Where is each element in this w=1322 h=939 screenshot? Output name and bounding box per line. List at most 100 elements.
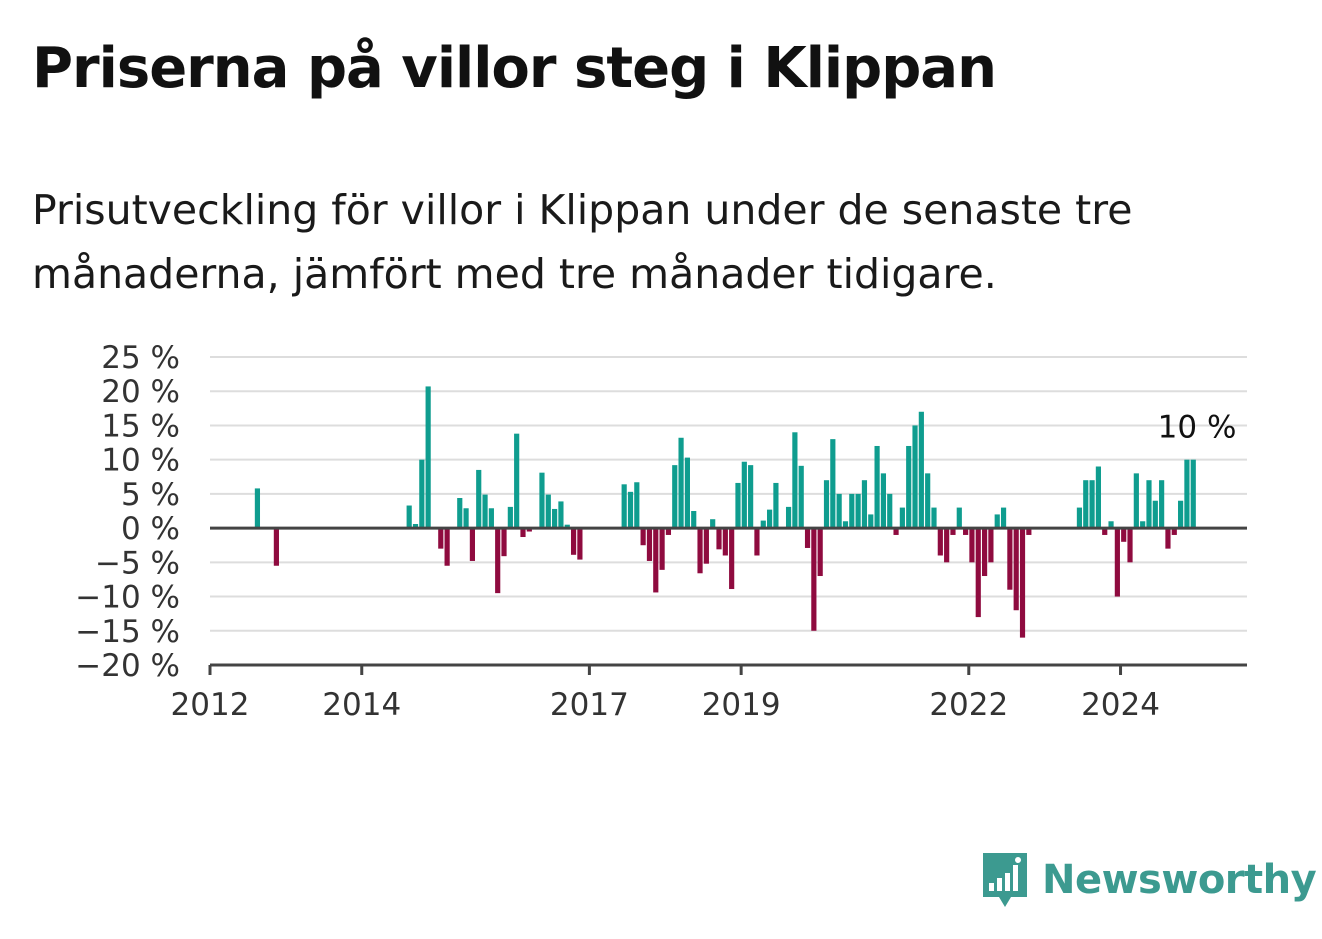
bar: [1159, 480, 1165, 529]
bar: [741, 461, 747, 529]
bar: [969, 528, 975, 563]
bars-group: [254, 386, 1196, 638]
bar: [476, 469, 482, 529]
bar: [1076, 507, 1083, 529]
newsworthy-brand: Newsworthy: [980, 848, 1317, 912]
bar: [804, 528, 811, 548]
bar: [754, 528, 760, 556]
bar: [419, 459, 425, 529]
bar: [621, 484, 627, 529]
bar: [526, 528, 532, 532]
bar: [937, 528, 943, 556]
bar: [697, 528, 703, 574]
bar: [880, 473, 887, 529]
bar: [627, 491, 634, 529]
bar: [552, 508, 558, 529]
x-tick-label: 2019: [702, 687, 781, 723]
bar: [488, 508, 494, 529]
bar: [716, 528, 722, 550]
bar: [710, 519, 716, 529]
bar: [672, 465, 678, 529]
bar: [944, 528, 950, 563]
x-tick-label: 2017: [550, 687, 629, 723]
bar: [1121, 528, 1127, 542]
bar: [956, 507, 962, 529]
x-tick-label: 2014: [322, 687, 401, 723]
bar: [994, 514, 1000, 529]
bar: [520, 528, 526, 538]
y-tick-label: −20 %: [75, 648, 180, 684]
bar: [975, 528, 981, 618]
bar: [773, 482, 779, 529]
bar: [861, 480, 868, 529]
bar: [273, 528, 279, 566]
bar: [463, 508, 469, 529]
bar: [836, 493, 842, 529]
bar: [1108, 521, 1114, 529]
bar: [412, 524, 419, 529]
bar: [855, 493, 861, 529]
bar: [798, 465, 804, 529]
bar: [722, 528, 728, 556]
bar: [469, 528, 475, 561]
bar: [823, 480, 830, 529]
y-tick-label: −10 %: [75, 580, 180, 616]
y-tick-label: 15 %: [101, 408, 180, 444]
bar: [254, 488, 261, 529]
bar: [1127, 528, 1133, 563]
y-tick-label: 25 %: [101, 340, 180, 376]
bar: [887, 493, 893, 529]
bar: [1095, 466, 1101, 529]
bar: [564, 524, 570, 529]
bar-chart: 25 %20 %15 %10 %5 %0 %−5 %−10 %−15 %−20 …: [75, 340, 1247, 723]
bar: [849, 493, 855, 529]
bar: [767, 509, 773, 529]
bar: [931, 507, 937, 529]
bar: [811, 528, 817, 631]
bar: [899, 507, 905, 529]
bar: [495, 528, 501, 594]
y-tick-label: −15 %: [75, 614, 180, 650]
bar: [684, 457, 690, 529]
axes: [208, 526, 1247, 675]
bar: [925, 473, 931, 529]
bar: [482, 494, 488, 529]
y-tick-label: 5 %: [121, 477, 180, 513]
bar: [950, 528, 956, 535]
bar: [1089, 480, 1095, 529]
bar: [659, 528, 665, 570]
bar: [545, 494, 551, 529]
bar: [438, 528, 444, 549]
bar: [906, 445, 912, 529]
bar: [1184, 459, 1190, 529]
bar: [539, 472, 545, 529]
bar: [1133, 473, 1139, 529]
brand-name: Newsworthy: [1042, 857, 1317, 903]
bar: [457, 498, 463, 529]
bar: [444, 528, 450, 566]
last-value-label: 10 %: [1158, 410, 1237, 446]
bar: [1019, 528, 1026, 638]
bar: [570, 528, 577, 555]
bar: [640, 528, 646, 546]
y-tick-label: 0 %: [121, 511, 180, 547]
bar: [501, 528, 507, 557]
bar: [817, 528, 823, 577]
bar: [963, 528, 969, 535]
bar: [691, 511, 697, 529]
bar: [842, 521, 849, 529]
bar: [425, 386, 431, 529]
bar: [514, 433, 520, 529]
bar: [912, 425, 918, 529]
bar: [1013, 528, 1019, 611]
x-tick-label: 2022: [929, 687, 1008, 723]
bar: [785, 506, 792, 529]
bar: [507, 506, 513, 529]
bar: [988, 528, 994, 563]
bar: [729, 528, 735, 590]
y-tick-label: −5 %: [95, 545, 180, 581]
chart-subtitle: Prisutveckling för villor i Klippan unde…: [32, 186, 1133, 298]
bar: [1083, 480, 1089, 529]
bar: [748, 465, 754, 529]
bar: [653, 528, 659, 593]
